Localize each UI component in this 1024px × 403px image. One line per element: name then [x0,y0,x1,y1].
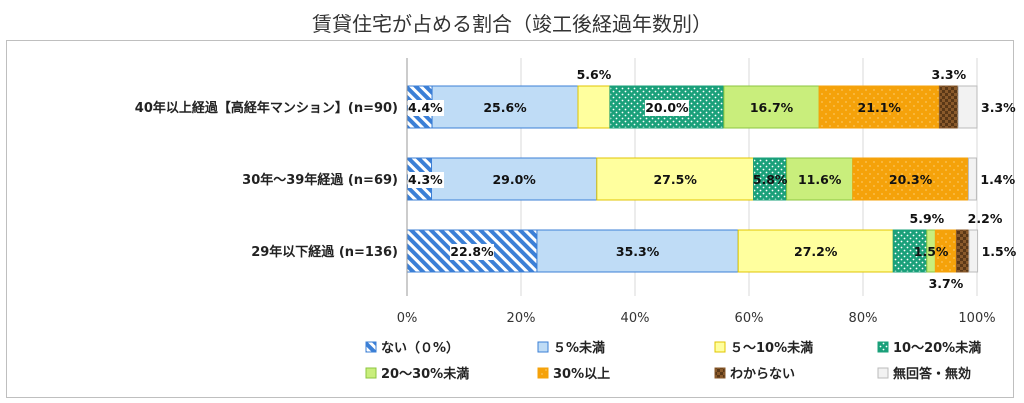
bar-segment [536,229,739,273]
data-label: 1.5% [914,244,949,259]
data-label: 25.6% [483,100,527,115]
legend-label: 20～30%未満 [381,366,469,382]
bars [406,85,979,273]
legend-swatch [537,367,549,379]
chart-title: 賃貸住宅が占める割合（竣工後経過年数別） [312,12,712,36]
data-label: 3.3% [931,67,966,82]
x-tick-label: 20% [507,311,536,326]
data-label-bg [408,100,444,116]
category-label: 30年～39年経過 (n=69) [242,172,398,188]
bar-segment [967,157,977,201]
legend-label: 無回答・無効 [893,366,971,382]
legend-label: 10～20%未満 [893,340,981,356]
data-label: 5.6% [577,67,612,82]
x-tick-label: 80% [849,311,878,326]
x-tick-label: 40% [621,311,650,326]
data-labels: 4.4% 25.6% 5.6% 20.0% 16.7% 21.1% 3.3% 3.3% 4.3%… [408,67,1017,291]
data-label: 20.0% [645,100,689,115]
data-label: 21.1% [858,100,902,115]
x-tick-label: 100% [958,311,995,326]
bar-segment [892,229,928,273]
legend-label: ない（０%） [381,340,459,356]
data-label: 5.9% [910,211,945,226]
chart-frame [6,40,1014,398]
data-label-bg [644,100,689,116]
data-label: 1.5% [982,244,1017,259]
data-label: 3.7% [929,276,964,291]
bar-segment [737,229,894,273]
data-label: 11.6% [798,172,842,187]
legend-swatch [714,341,726,353]
legend-swatch [714,367,726,379]
legend-swatch [877,367,889,379]
bar-segment [753,157,788,201]
legend-label: ５%未満 [553,340,605,356]
data-label: 1.4% [980,172,1015,187]
bar-segment [596,157,755,201]
bar-segment [786,157,854,201]
data-label-bg [408,172,444,188]
bar-segment [723,85,820,129]
bar-segment [852,157,969,201]
data-label: 22.8% [450,244,494,259]
data-label: 29.0% [492,172,536,187]
x-tick-label: 0% [397,311,418,326]
legend-swatch [537,341,549,353]
data-label: 35.3% [616,244,660,259]
data-label: 20.3% [889,172,933,187]
data-label: 27.5% [653,172,697,187]
data-label: 2.2% [968,211,1003,226]
bar-segment [818,85,940,129]
data-label-bg [449,244,494,260]
category-label: 29年以下経過 (n=136) [251,244,398,260]
legend-swatch [877,341,889,353]
data-label: 5.8% [753,172,788,187]
x-tick-label: 60% [735,311,764,326]
legend-label: 30%以上 [553,367,610,382]
bar-segment [577,85,611,129]
legend-swatch [365,367,377,379]
bar-segment [957,85,978,129]
bar-segment [955,229,970,273]
legend-label: ５～10%未満 [730,340,813,356]
data-label: 4.3% [408,172,443,187]
bar-segment [431,157,598,201]
data-label: 4.4% [408,100,443,115]
bar-segment [968,229,979,273]
category-label: 40年以上経過【高経年マンション】(n=90) [135,100,398,116]
legend-swatch [365,341,377,353]
data-label: 27.2% [794,244,838,259]
axis: 0% 20% 40% 60% 80% 100% 40年以上経過【高経年マンション】(n=90… [135,58,996,326]
legend: ない（０%） ５%未満 ５～10%未満 10～20%未満 20～30%未満 30%以上 わか… [365,340,981,382]
bar-segment [938,85,959,129]
data-label: 3.3% [981,100,1016,115]
data-label: 16.7% [750,100,794,115]
legend-label: わからない [730,367,795,382]
